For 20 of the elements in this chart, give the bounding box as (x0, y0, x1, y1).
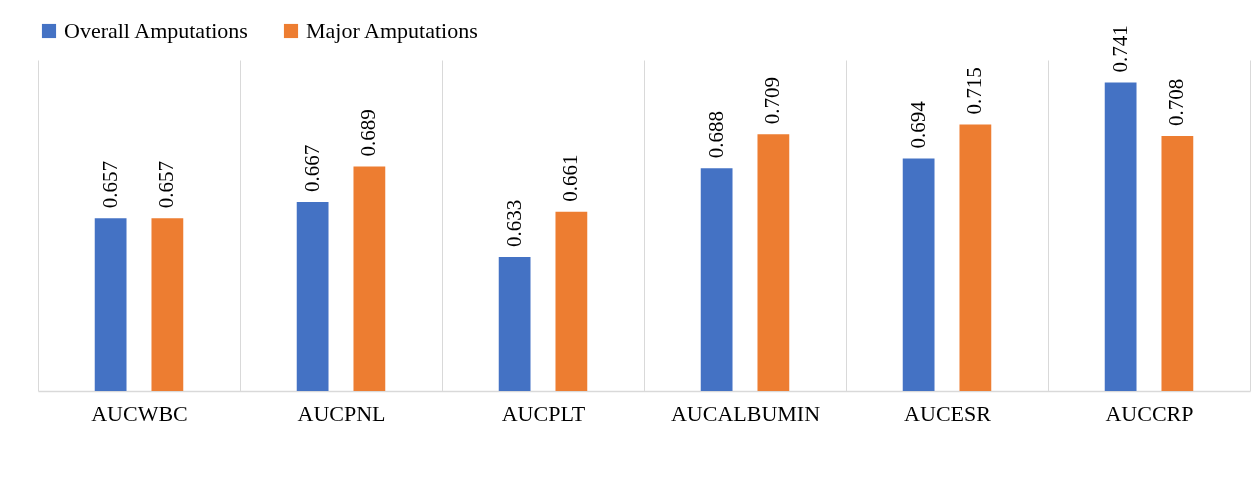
data-label: 0.715 (962, 67, 987, 115)
data-label: 0.667 (299, 144, 324, 193)
data-label: 0.694 (905, 100, 930, 149)
data-label: 0.688 (703, 110, 728, 159)
data-label: 0.657 (97, 160, 122, 209)
legend-label: Major Amputations (306, 18, 478, 43)
data-label: 0.633 (501, 199, 526, 247)
data-label: 0.657 (154, 160, 179, 209)
data-label: 0.741 (1107, 25, 1132, 73)
x-tick-label: AUCPNL (297, 400, 386, 426)
x-tick-label: AUCCRP (1105, 400, 1194, 426)
data-label: 0.709 (760, 77, 785, 125)
data-label: 0.689 (356, 109, 381, 157)
x-tick-label: AUCPLT (501, 400, 586, 426)
x-tick-label: AUCESR (904, 400, 992, 426)
data-label: 0.661 (558, 154, 583, 202)
x-tick-label: AUCWBC (91, 400, 188, 426)
legend-label: Overall Amputations (64, 18, 248, 43)
data-label: 0.708 (1164, 78, 1189, 126)
x-tick-label: AUCALBUMIN (670, 400, 821, 426)
